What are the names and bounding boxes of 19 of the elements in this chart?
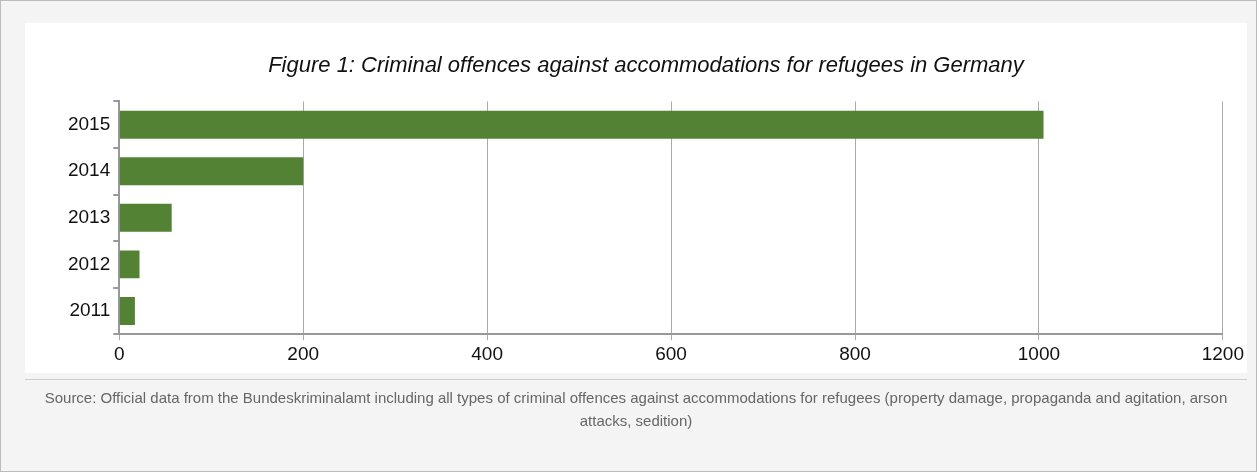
y-tick-label: 2013: [67, 206, 111, 228]
x-tick-label: 400: [471, 342, 503, 364]
x-tick-label: 1000: [1017, 342, 1061, 364]
x-tick-label: 800: [839, 342, 871, 364]
x-tick-label: 1200: [1201, 342, 1245, 364]
bar: [119, 296, 135, 325]
y-tick-label: 2011: [69, 299, 111, 321]
bar: [119, 250, 140, 279]
y-tick-label: 2015: [67, 112, 111, 134]
x-tick-label: 600: [655, 342, 687, 364]
y-tick-label: 2012: [67, 252, 111, 274]
x-tick-label: 200: [287, 342, 320, 364]
bar: [119, 110, 1044, 139]
y-tick-label: 2014: [67, 159, 111, 181]
source-note: Source: Official data from the Bundeskriminalamt including all types of criminal offences against accommodations for refugees (property damage, propaganda and agitation, arson attacks, sedition): [43, 388, 1229, 431]
bar: [119, 157, 304, 186]
bar: [119, 203, 172, 232]
x-tick-label: 0: [113, 342, 125, 364]
chart-title: Figure 1: Criminal offences against accommodations for refugees in Germany: [268, 52, 1026, 78]
